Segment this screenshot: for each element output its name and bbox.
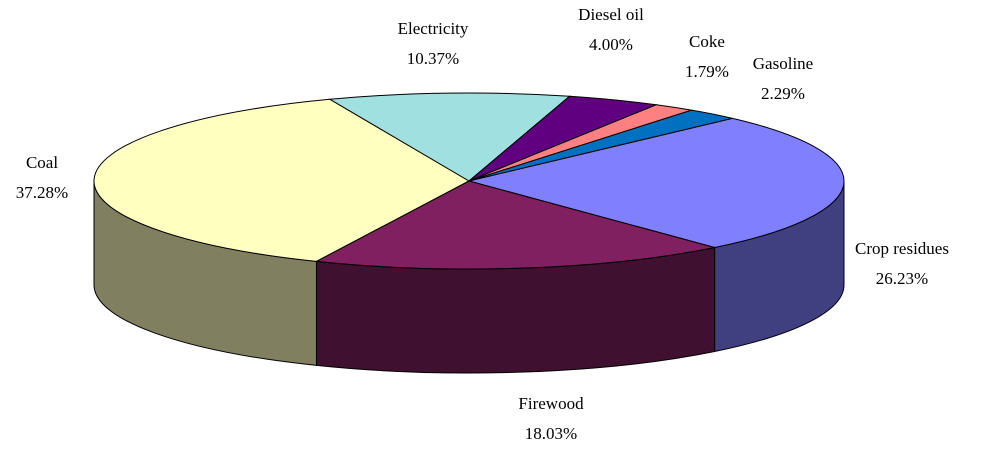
slice-label: Coke <box>689 32 725 51</box>
slice-label: Electricity <box>398 19 469 38</box>
slice-label: Firewood <box>518 394 584 413</box>
slice <box>314 180 715 270</box>
slice-label: Diesel oil <box>578 5 644 24</box>
slice-label: Coal <box>26 153 58 172</box>
slice-value-label: 10.37% <box>407 49 459 68</box>
slice <box>328 92 571 182</box>
slice-value-label: 1.79% <box>685 62 729 81</box>
slice-value-label: 37.28% <box>16 183 68 202</box>
slice <box>93 98 471 262</box>
slice-value-label: 18.03% <box>525 424 577 443</box>
slice-value-label: 26.23% <box>876 269 928 288</box>
slice-label: Crop residues <box>855 239 949 258</box>
slice-label: Gasoline <box>753 54 813 73</box>
slice-value-label: 2.29% <box>761 84 805 103</box>
slice <box>468 117 845 249</box>
slice-value-label: 4.00% <box>589 35 633 54</box>
